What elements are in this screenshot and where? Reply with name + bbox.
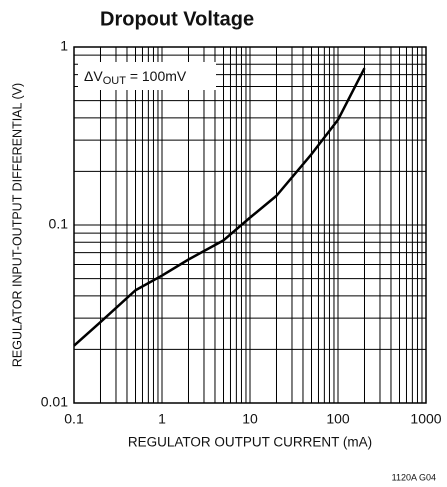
data-line [73,67,366,347]
y-tick-label: 0.01 [41,394,68,410]
annotation-sub: OUT [103,75,127,87]
x-tick-label: 1 [158,411,166,427]
annotation: ΔVOUT = 100mV [84,68,187,87]
annotation-prefix: ΔV [84,68,103,84]
x-axis-label: REGULATOR OUTPUT CURRENT (mA) [128,435,372,450]
annotation-box [78,62,216,90]
grid [73,46,427,404]
chart-title: Dropout Voltage [100,8,254,30]
x-tick-label: 100 [326,411,350,427]
x-tick-label: 10 [242,411,258,427]
y-axis-label: REGULATOR INPUT-OUTPUT DIFFERENTIAL (V) [10,83,24,367]
y-tick-label: 0.1 [49,216,69,232]
x-tick-label: 1000 [410,411,441,427]
annotation-suffix: = 100mV [126,68,187,84]
footnote: 1120A G04 [392,472,436,482]
plot-frame [73,46,427,404]
x-tick-label: 0.1 [64,411,84,427]
y-tick-label: 1 [60,38,68,54]
